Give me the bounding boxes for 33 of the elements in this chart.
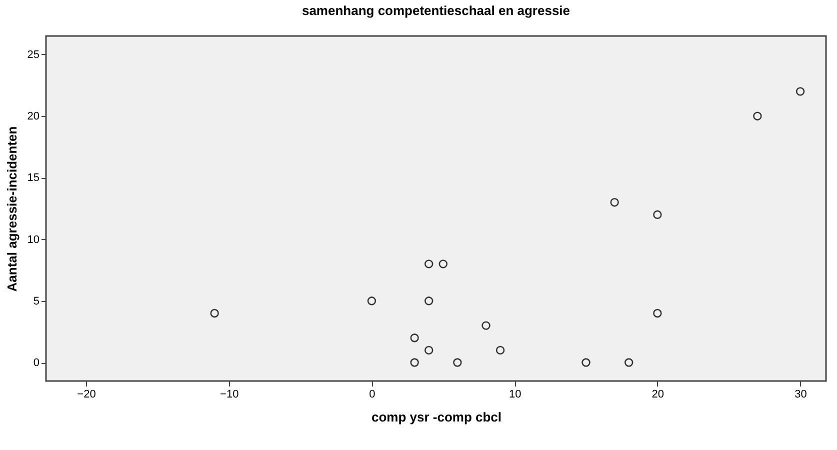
y-tick-label: 25 [27, 48, 40, 61]
point [424, 346, 434, 355]
point [424, 296, 434, 306]
point [624, 358, 634, 367]
x-tick-label: 0 [369, 388, 376, 400]
point [796, 87, 805, 96]
point [582, 358, 590, 367]
x-tick-label: 30 [794, 388, 807, 400]
x-tick-label: −10 [220, 388, 239, 400]
chart-title: samenhang competentieschaal en agressie [302, 3, 570, 18]
x-tick-label: 20 [652, 388, 664, 400]
x-tick-label: 10 [508, 388, 522, 400]
point [753, 112, 762, 120]
point [653, 308, 662, 318]
y-axis-title: Aantal agressie-incidenten [4, 126, 20, 292]
point [424, 260, 434, 268]
y-tick-label: 0 [33, 357, 40, 370]
point [410, 334, 419, 342]
point [610, 198, 619, 207]
point [482, 321, 490, 330]
y-tick-label: 5 [33, 295, 40, 308]
y-tick-label: 20 [27, 110, 40, 123]
y-tick-label: 10 [27, 234, 40, 246]
point [367, 296, 376, 306]
x-tick-label: −20 [77, 388, 96, 400]
point [438, 260, 448, 268]
point [496, 346, 505, 355]
point [410, 358, 419, 367]
point [653, 210, 662, 220]
point [453, 358, 462, 367]
point [210, 308, 219, 318]
x-axis-title: comp ysr -comp cbcl [371, 410, 502, 424]
y-tick-label: 15 [27, 172, 40, 184]
